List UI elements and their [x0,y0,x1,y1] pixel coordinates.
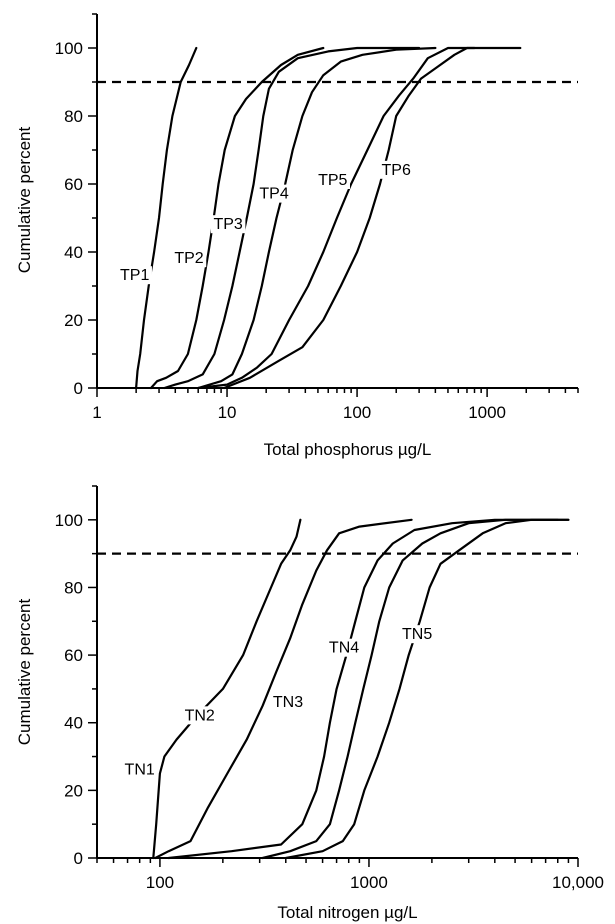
series-tn2-label-background [182,706,217,725]
tn-y-tick-label: 80 [64,578,83,597]
series-tp6-line [223,46,522,390]
tn-x-tick-label: 10,000 [552,873,604,892]
series-tn2-label: TN2 [185,707,215,724]
series-tn3-label-background [270,692,306,711]
series-tp6-label: TP6 [382,162,411,179]
tp-y-axis-title: Cumulative percent [15,126,34,273]
series-tp3-label-background [210,215,246,234]
tp-x-axis-title: Total phosphorus µg/L [264,440,432,459]
tn-y-tick-label: 40 [64,714,83,733]
series-tp5-line [197,46,476,390]
series-tp3-line [163,46,421,390]
series-tp1-line [135,46,198,390]
series-tp4-label: TP4 [259,186,288,203]
tn-y-tick-label: 100 [55,511,83,530]
tn-y-axis-title: Cumulative percent [15,598,34,745]
tp-y-tick-label: 40 [64,243,83,262]
series-tp5-label: TP5 [318,172,347,189]
series-tp2-label-background [171,249,207,268]
tn-x-axis-title: Total nitrogen µg/L [277,903,417,922]
series-tn4-line [261,518,570,860]
nitrogen-chart: 0 20 40 60 80 100 100 1000 10,000 Total nitrogen … [15,485,604,922]
series-tn5-label: TN5 [402,626,432,643]
tn-x-tick-label: 100 [146,873,174,892]
series-tn1-label: TN1 [125,761,155,778]
series-tp5-label-background [315,171,350,189]
tp-y-tick-label: 20 [64,311,83,330]
series-tn1-line [152,518,302,860]
phosphorus-chart: 0 20 40 60 80 100 1 10 100 1000 Total phosphorus µ… [15,13,579,459]
series-tn4-label-background [326,638,362,657]
tp-y-tick-label: 60 [64,175,83,194]
series-tp6-label-background [378,160,414,179]
tn-y-tick-label: 0 [74,849,83,868]
series-tp4-label-background [256,184,292,203]
series-tn5-label-background [399,625,435,644]
tn-y-tick-label: 60 [64,646,83,665]
tp-x-tick-label: 1000 [468,403,506,422]
series-tp3-label: TP3 [213,216,242,233]
tp-x-tick-label: 1 [92,403,101,422]
series-tp1-label-background [117,266,152,285]
tn-x-tick-label: 1000 [350,873,388,892]
series-tn4-label: TN4 [329,640,359,657]
tn-y-tick-label: 20 [64,781,83,800]
series-tn5-line [284,518,570,860]
series-tn3-label: TN3 [273,694,303,711]
tp-y-tick-label: 80 [64,107,83,126]
tp-x-tick-label: 10 [218,403,237,422]
tp-y-tick-label: 100 [55,39,83,58]
series-tp2-label: TP2 [174,250,203,267]
series-tp1-label: TP1 [120,267,149,284]
series-tp4-line [197,46,437,390]
tp-x-tick-label: 100 [343,403,371,422]
series-tn2-line [154,518,413,860]
tp-y-tick-label: 0 [74,379,83,398]
series-tn1-label-background [122,760,157,779]
